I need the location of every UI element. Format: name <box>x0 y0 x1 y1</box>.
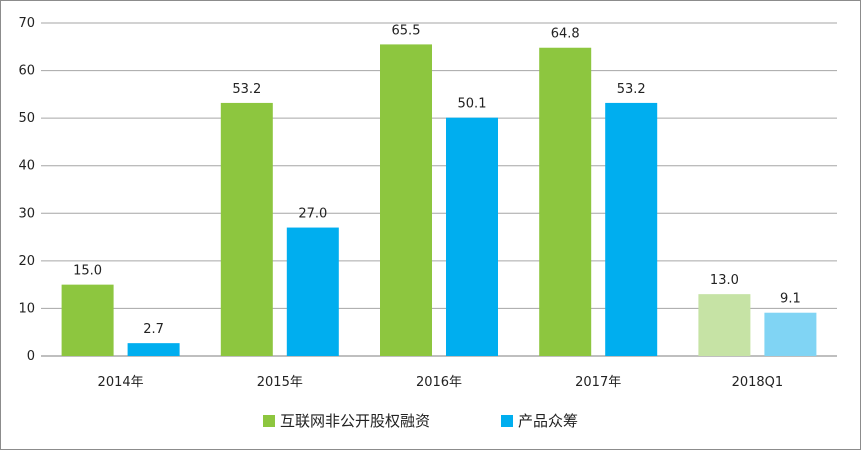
y-tick-label: 20 <box>18 254 35 269</box>
data-label: 53.2 <box>617 82 646 97</box>
x-axis: 2014年 2015年 2016年 2017年 2018Q1 <box>98 375 784 390</box>
data-label: 50.1 <box>458 97 487 112</box>
legend-label: 互联网非公开股权融资 <box>280 412 430 430</box>
bar-crowdfunding <box>127 343 180 356</box>
data-label: 9.1 <box>780 292 801 307</box>
bar-equity <box>61 284 114 356</box>
y-tick-label: 0 <box>27 349 35 364</box>
bar-equity <box>698 294 751 356</box>
x-tick-label: 2018Q1 <box>732 375 784 390</box>
x-tick-label: 2015年 <box>257 375 303 390</box>
y-tick-label: 10 <box>18 301 35 316</box>
legend: 互联网非公开股权融资 产品众筹 <box>263 412 578 430</box>
gridlines <box>41 22 837 357</box>
data-label: 15.0 <box>73 264 102 279</box>
bars <box>61 44 817 357</box>
y-tick-label: 60 <box>18 64 35 79</box>
data-label: 2.7 <box>143 322 164 337</box>
data-label: 53.2 <box>232 82 261 97</box>
x-tick-label: 2017年 <box>575 375 621 390</box>
bar-equity <box>539 47 592 356</box>
y-tick-label: 30 <box>18 206 35 221</box>
bar-crowdfunding <box>605 102 658 356</box>
data-label: 27.0 <box>298 207 327 222</box>
y-axis: 0 10 20 30 40 50 60 70 <box>18 16 35 364</box>
bar-crowdfunding <box>286 227 339 356</box>
data-labels: 15.0 2.7 53.2 27.0 65.5 50.1 64.8 53.2 13.0 9.1 <box>73 23 801 337</box>
x-tick-label: 2014年 <box>98 375 144 390</box>
x-tick-label: 2016年 <box>416 375 462 390</box>
bar-crowdfunding <box>446 117 498 356</box>
y-tick-label: 40 <box>18 159 35 174</box>
legend-swatch <box>263 415 275 427</box>
bar-equity <box>380 44 432 357</box>
data-label: 64.8 <box>551 27 580 42</box>
legend-label: 产品众筹 <box>518 412 578 430</box>
y-tick-label: 70 <box>18 16 35 31</box>
data-label: 65.5 <box>392 23 421 38</box>
data-label: 13.0 <box>710 273 739 288</box>
legend-swatch <box>501 415 513 427</box>
bar-equity <box>220 102 273 356</box>
bar-crowdfunding <box>764 312 817 356</box>
y-tick-label: 50 <box>18 111 35 126</box>
